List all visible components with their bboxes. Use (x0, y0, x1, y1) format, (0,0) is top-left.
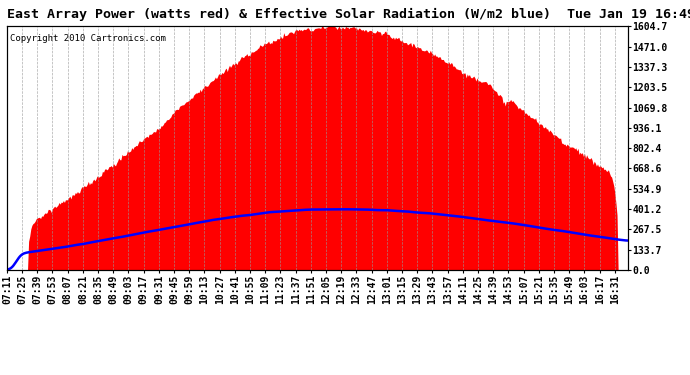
Text: Copyright 2010 Cartronics.com: Copyright 2010 Cartronics.com (10, 34, 166, 43)
Text: East Array Power (watts red) & Effective Solar Radiation (W/m2 blue)  Tue Jan 19: East Array Power (watts red) & Effective… (7, 8, 690, 21)
